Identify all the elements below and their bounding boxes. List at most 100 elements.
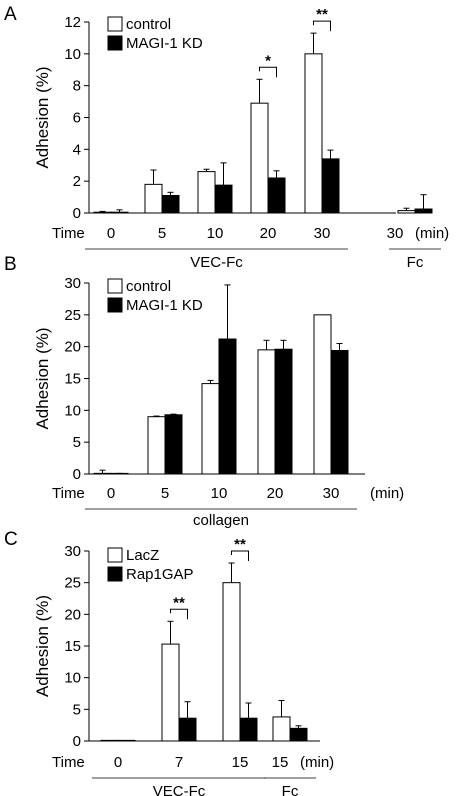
chart-panel-c: C 0 5 10 15 20 25 30 Adhesion (%) LacZ Rap1GAP ** **…: [4, 529, 334, 796]
x-tick-label: 10: [211, 485, 228, 502]
bar-magi-1-kd: [164, 414, 183, 475]
y-tick-label: 30: [64, 275, 81, 292]
bar-magi-1-kd: [161, 194, 180, 214]
panel-letter: C: [4, 529, 18, 550]
y-tick-label: 10: [64, 402, 81, 419]
significance-bracket: [259, 66, 277, 78]
x-tick-label: 5: [161, 485, 169, 502]
legend-swatch: [107, 566, 123, 582]
x-axis-unit: (min): [300, 754, 334, 771]
bar-lacz: [100, 739, 119, 742]
x-axis-unit: (min): [370, 485, 404, 502]
bar-magi-1-kd: [267, 177, 286, 214]
x-tick-label: 30: [387, 225, 404, 242]
legend-label: LacZ: [126, 547, 159, 564]
x-tick-label: 15: [232, 754, 249, 771]
bar-magi-1-kd: [330, 349, 349, 475]
y-axis-label: Adhesion (%): [33, 327, 52, 429]
x-tick-label: 10: [207, 225, 224, 242]
legend-label: control: [126, 278, 171, 295]
y-tick-label: 5: [73, 701, 81, 718]
bar-lacz: [222, 582, 241, 742]
bar-control: [93, 211, 112, 214]
x-axis-label: Time: [52, 754, 85, 771]
bar-control: [147, 416, 166, 475]
group-label: VEC-Fc: [153, 783, 206, 796]
group-label: collagen: [193, 512, 249, 529]
y-tick-label: 0: [73, 733, 81, 750]
legend-swatch: [107, 278, 123, 294]
x-tick-label: 20: [267, 485, 284, 502]
y-tick-label: 30: [64, 543, 81, 560]
bar-control: [197, 171, 216, 214]
x-tick-label: 0: [107, 225, 115, 242]
bar-control: [201, 383, 220, 475]
bar-magi-1-kd: [218, 338, 237, 475]
bar-rap1gap: [117, 739, 136, 742]
y-tick-label: 0: [73, 466, 81, 483]
y-tick-label: 25: [64, 575, 81, 592]
x-tick-label: 0: [107, 485, 115, 502]
chart-panel-b: B 0 5 10 15 20 25 30 Adhesion (%) control MAGI-1 K…: [4, 254, 404, 529]
y-tick-label: 5: [73, 434, 81, 451]
bar-control: [304, 53, 323, 214]
y-tick-label: 0: [73, 205, 81, 222]
bar-control: [250, 102, 269, 214]
x-tick-label: 7: [175, 754, 183, 771]
y-tick-label: 8: [73, 78, 81, 95]
y-tick-label: 6: [73, 110, 81, 127]
bar-lacz: [272, 716, 291, 742]
x-tick-label: 15: [272, 754, 289, 771]
group-label: Fc: [282, 783, 299, 796]
legend-label: MAGI-1 KD: [126, 297, 203, 314]
x-tick-label: 20: [260, 225, 277, 242]
x-axis-label: Time: [52, 225, 85, 242]
y-tick-label: 20: [64, 606, 81, 623]
panel-letter: A: [4, 4, 17, 25]
y-tick-label: 15: [64, 638, 81, 655]
significance-marker: **: [234, 536, 246, 553]
significance-marker: *: [265, 52, 271, 69]
x-tick-label: 0: [114, 754, 122, 771]
x-tick-label: 30: [314, 225, 331, 242]
y-tick-label: 25: [64, 307, 81, 324]
x-tick-label: 5: [158, 225, 166, 242]
bar-control: [313, 314, 332, 475]
legend-label: Rap1GAP: [126, 566, 194, 583]
legend-label: MAGI-1 KD: [126, 35, 203, 52]
significance-bracket: [231, 550, 249, 562]
bar-magi-1-kd: [214, 184, 233, 214]
x-axis-label: Time: [52, 485, 85, 502]
bar-rap1gap: [178, 717, 197, 742]
significance-marker: **: [173, 594, 185, 611]
bar-rap1gap: [289, 727, 308, 742]
y-axis-label: Adhesion (%): [33, 595, 52, 697]
significance-bracket: [170, 608, 188, 620]
y-tick-label: 10: [64, 46, 81, 63]
bar-control: [397, 210, 416, 214]
legend-swatch: [107, 35, 123, 51]
legend-swatch: [107, 16, 123, 32]
bar-control: [257, 349, 276, 475]
y-tick-label: 10: [64, 670, 81, 687]
bar-lacz: [161, 643, 180, 742]
x-axis-unit: (min): [415, 225, 449, 242]
y-tick-label: 20: [64, 339, 81, 356]
x-tick-label: 30: [323, 485, 340, 502]
bar-control: [144, 183, 163, 214]
panel-letter: B: [4, 254, 17, 275]
y-tick-label: 4: [73, 141, 81, 158]
group-label: VEC-Fc: [190, 254, 243, 271]
legend-swatch: [107, 547, 123, 563]
y-tick-label: 12: [64, 14, 81, 31]
bar-magi-1-kd: [110, 211, 129, 214]
legend-label: control: [126, 16, 171, 33]
bar-magi-1-kd: [321, 158, 340, 214]
legend-swatch: [107, 297, 123, 313]
bar-control: [93, 472, 112, 475]
bar-magi-1-kd: [414, 208, 433, 214]
significance-marker: **: [316, 6, 328, 23]
y-tick-label: 2: [73, 173, 81, 190]
